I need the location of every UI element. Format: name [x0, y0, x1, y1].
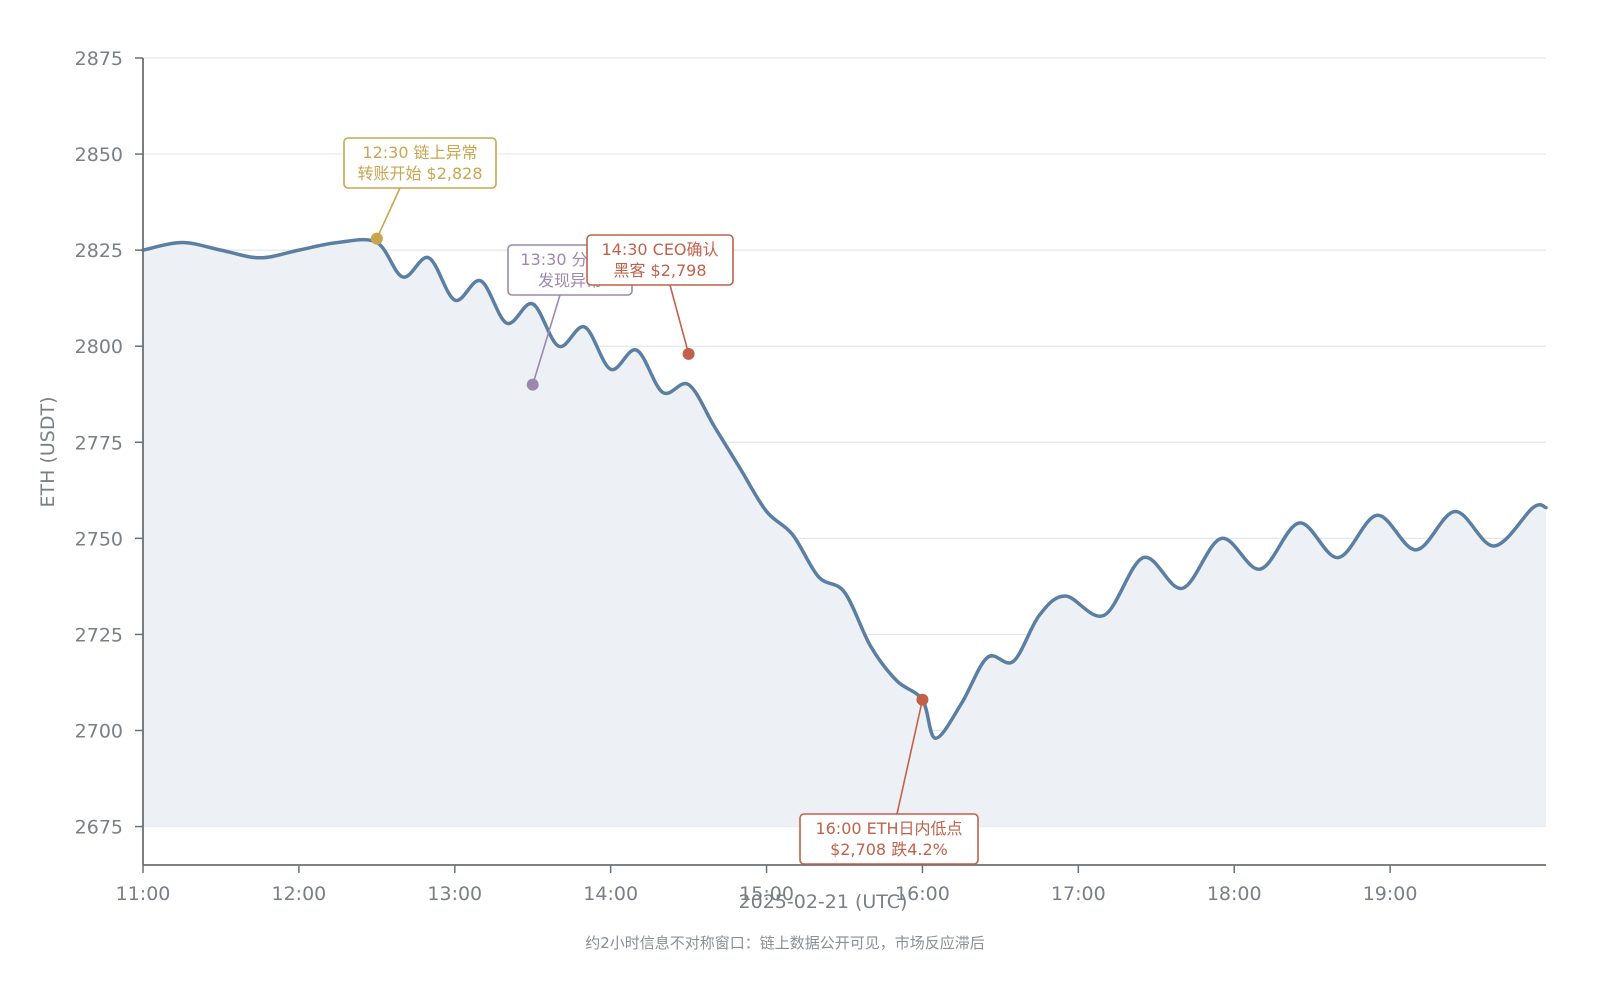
- y-tick-label: 2675: [75, 817, 123, 839]
- annotation-leader: [669, 284, 690, 355]
- y-axis-title: ETH (USDT): [37, 397, 59, 508]
- y-tick-label: 2725: [75, 624, 123, 646]
- annotation-leader: [531, 294, 561, 385]
- annotation-text: $2,708 跌4.2%: [830, 840, 948, 859]
- series-line: [141, 237, 1548, 740]
- annotation-text: 12:30 链上异常: [362, 143, 477, 162]
- x-tick-label: 15:00: [739, 883, 794, 905]
- annotation-a4: 16:00 ETH日内低点 $2,708 跌4.2%: [799, 693, 979, 865]
- x-tick-label: 11:00: [116, 883, 171, 905]
- y-tick-label: 2750: [75, 528, 123, 550]
- y-tick-label: 2800: [75, 336, 123, 358]
- annotation-leader: [896, 699, 924, 815]
- annotation-marker: [526, 378, 539, 391]
- x-axis-title: 2025-02-21 (UTC): [739, 891, 908, 913]
- ticks-layer: 2675 2700 2725 2750 2775 2800 2825 2850 2875 11:0…: [75, 48, 1418, 905]
- y-tick-label: 2875: [75, 48, 123, 70]
- x-tick-label: 19:00: [1363, 883, 1418, 905]
- x-tick-label: 13:00: [427, 883, 482, 905]
- annotation-marker: [370, 232, 383, 245]
- y-tick-label: 2850: [75, 144, 123, 166]
- x-tick-label: 12:00: [272, 883, 327, 905]
- x-tick-label: 18:00: [1207, 883, 1262, 905]
- footnote: 约2小时信息不对称窗口：链上数据公开可见，市场反应滞后: [585, 934, 985, 952]
- annotation-leader: [376, 187, 401, 239]
- annotation-box: [799, 813, 979, 865]
- annotation-marker: [916, 693, 929, 706]
- annotation-text: 16:00 ETH日内低点: [815, 819, 962, 838]
- annotation-box: [586, 234, 734, 286]
- x-tick-label: 17:00: [1051, 883, 1106, 905]
- annotation-text: 转账开始 $2,828: [357, 164, 482, 183]
- annotation-text: 14:30 CEO确认: [601, 240, 718, 259]
- y-tick-label: 2825: [75, 240, 123, 262]
- y-tick-label: 2700: [75, 721, 123, 743]
- annotation-text: 发现异常: [538, 271, 602, 290]
- x-tick-label: 16:00: [895, 883, 950, 905]
- x-tick-label: 14:00: [583, 883, 638, 905]
- annotation-box: [343, 137, 497, 189]
- y-tick-label: 2775: [75, 432, 123, 454]
- annotation-text: 黑客 $2,798: [613, 261, 706, 280]
- area-fill: [143, 239, 1546, 827]
- annotation-marker: [682, 347, 695, 360]
